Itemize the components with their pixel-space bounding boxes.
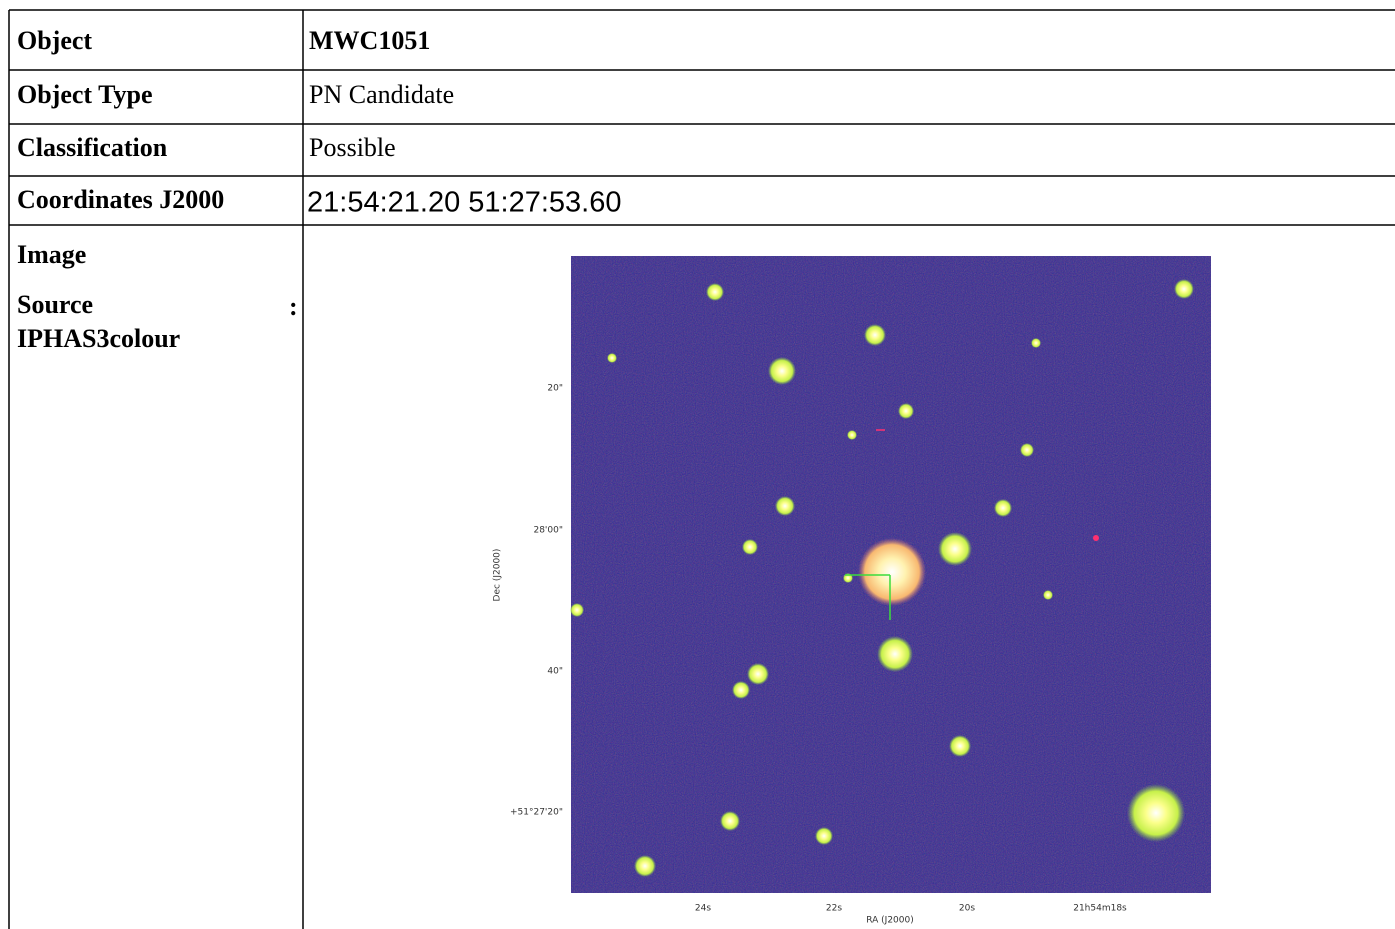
star [634, 855, 656, 877]
star [775, 496, 795, 516]
star [607, 353, 617, 363]
star [706, 283, 724, 301]
row-value: Possible [309, 133, 396, 162]
row-value: MWC1051 [309, 26, 430, 55]
y-tick-label: 20" [547, 384, 563, 394]
target-star [858, 538, 926, 606]
star [1020, 443, 1034, 457]
y-tick-label: 28'00" [533, 526, 563, 536]
star [720, 811, 740, 831]
star [898, 403, 914, 419]
star [864, 324, 886, 346]
row-label: Object [17, 26, 92, 55]
star [994, 499, 1012, 517]
row-label: Classification [17, 133, 168, 162]
star [747, 663, 769, 685]
red-source [1093, 535, 1099, 541]
source-value: IPHAS3colour [17, 324, 180, 353]
stars [570, 279, 1194, 877]
x-tick-label: 20s [959, 904, 975, 914]
separator: : [289, 292, 298, 321]
row-label: Image [17, 240, 86, 269]
y-axis-label: Dec (J2000) [493, 549, 503, 602]
star [847, 430, 857, 440]
row-label: Coordinates J2000 [17, 185, 224, 214]
x-tick-label: 21h54m18s [1073, 904, 1127, 914]
x-axis-label: RA (J2000) [866, 916, 914, 926]
y-tick-label: +51°27'20" [510, 808, 563, 818]
y-tick-label: 40" [547, 667, 563, 677]
star [570, 603, 584, 617]
x-tick-label: 22s [826, 904, 842, 914]
row-label: Object Type [17, 80, 153, 109]
star [1043, 590, 1053, 600]
x-tick-label: 24s [695, 904, 711, 914]
source-label: Source [17, 290, 93, 319]
star [877, 636, 913, 672]
row-value: PN Candidate [309, 80, 454, 109]
star [768, 357, 796, 385]
star [1127, 784, 1185, 842]
star [1031, 338, 1041, 348]
row-value: 21:54:21.20 51:27:53.60 [307, 187, 621, 219]
star [742, 539, 758, 555]
star [732, 681, 750, 699]
star [949, 735, 971, 757]
star [815, 827, 833, 845]
star [938, 532, 972, 566]
sky-image [570, 256, 1211, 893]
star [1174, 279, 1194, 299]
